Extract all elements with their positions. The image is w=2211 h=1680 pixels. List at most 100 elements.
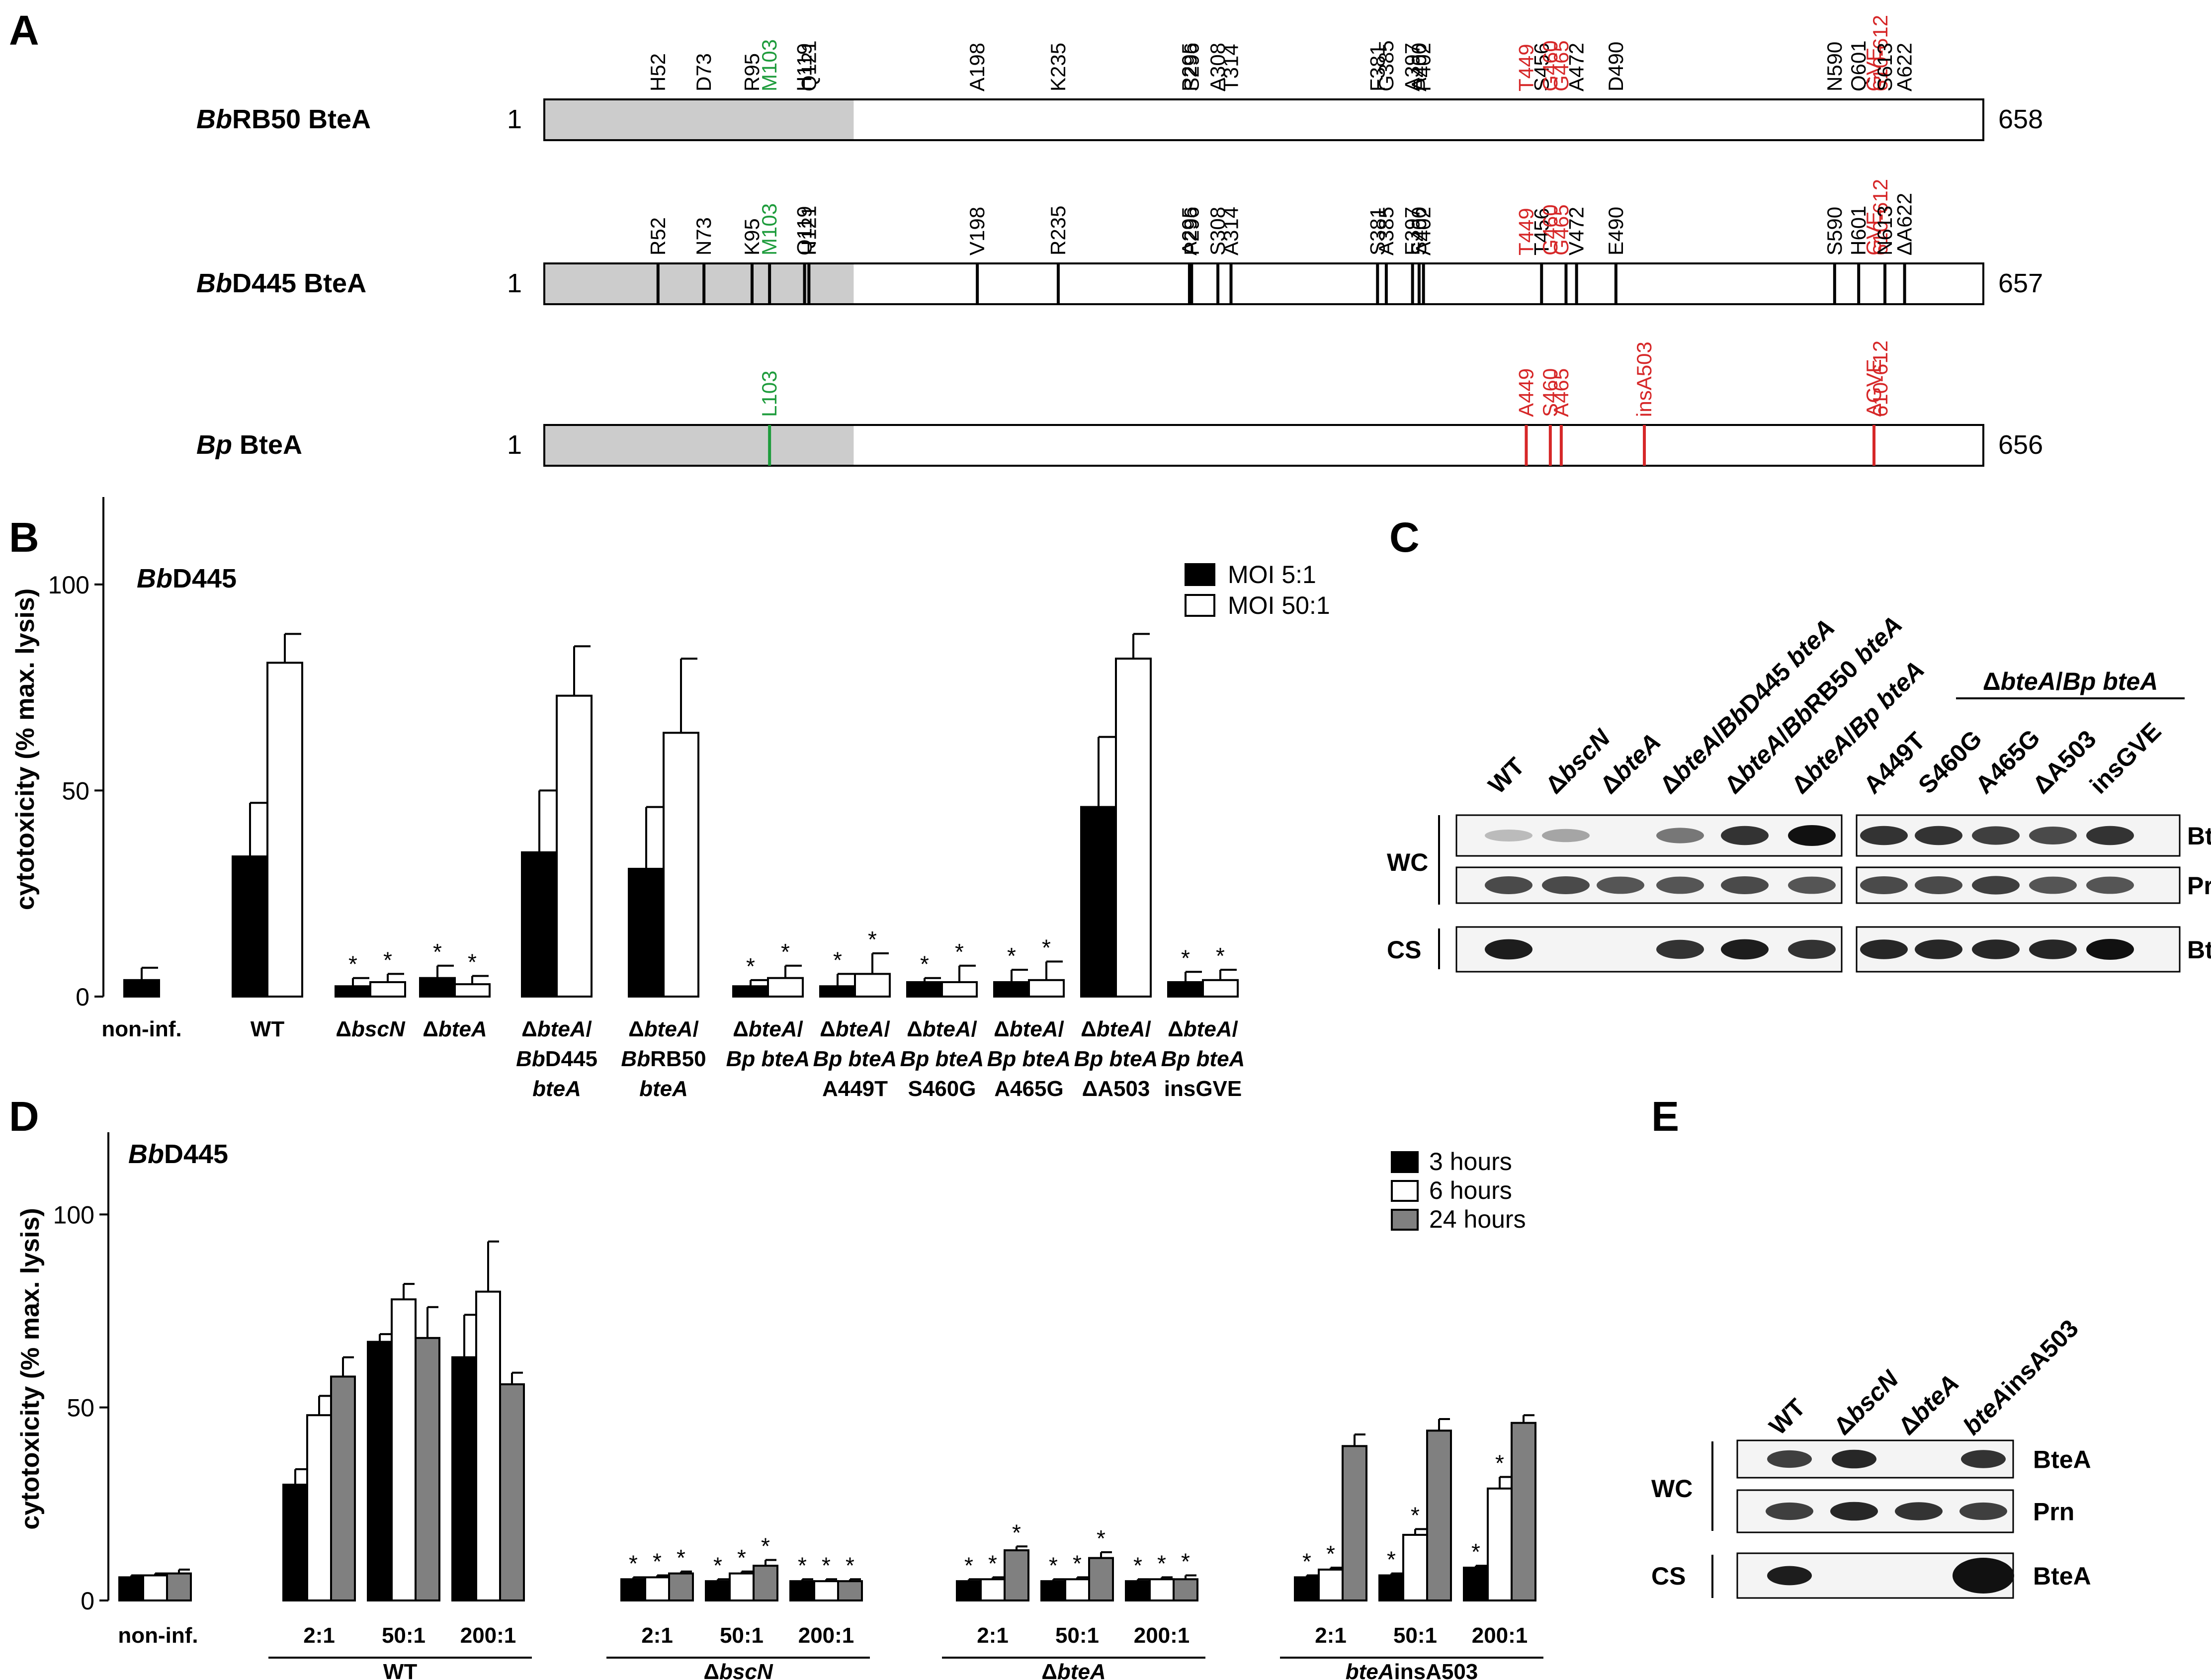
mutation-label: A400 [1407,43,1431,91]
blot-band [1788,825,1836,846]
x-category-label: insGVE [1164,1077,1242,1101]
mutation-label: G465 [1549,204,1573,255]
blot-band [1721,826,1769,845]
x-category-label: ΔbteA/ [820,1017,890,1041]
blot-band [1788,939,1836,959]
bar [556,694,593,998]
x-category-label: BbD445 [516,1047,597,1071]
blot-band [1915,939,1962,959]
bar [369,981,406,998]
moi-label: 2:1 [1315,1623,1347,1648]
moi-label: 200:1 [460,1623,516,1648]
panel-letter-b: B [9,514,39,561]
blot-band [1953,1558,2014,1594]
moi-label: 50:1 [1055,1623,1099,1648]
y-tick-label: 50 [62,777,89,805]
mutation-label: R52 [646,217,670,255]
legend-label: 24 hours [1429,1205,1526,1233]
lane-label: A465G [1970,724,2045,799]
bar [1173,1578,1198,1602]
protein-name: BbD445 BteA [196,268,366,298]
blot-band [1915,826,1962,845]
y-tick-label: 50 [67,1394,94,1422]
bar [668,1572,694,1601]
bar [1402,1533,1428,1601]
mutation-label: S456 [1530,43,1553,91]
mutation-label: A449 [1514,368,1537,417]
panel-letter-e: E [1651,1093,1679,1140]
blot-band [1788,876,1836,894]
significance-star: * [1097,1525,1106,1551]
mutation-label: G465 [1549,40,1573,91]
bar [475,1290,501,1602]
blot-row-label: BteA [2033,1562,2091,1590]
mutation-label: GVE [1862,47,1885,91]
protein-start: 1 [507,430,522,460]
bar [1318,1568,1344,1602]
significance-star: * [1181,1549,1190,1575]
bar [451,1356,477,1601]
blot-band [1972,826,2020,845]
x-category-label: Bp bteA [1161,1047,1245,1071]
x-category-label: ΔbteA/ [1168,1017,1238,1041]
bar [232,855,268,998]
significance-star: * [1049,1552,1058,1578]
moi-label: 50:1 [382,1623,425,1648]
y-tick-label: 0 [76,983,89,1011]
bar [1426,1429,1452,1601]
bar [980,1578,1006,1602]
blot-group-label: WC [1387,848,1428,876]
bar [906,981,943,998]
mutation-label: D490 [1604,42,1627,91]
bar [854,973,891,998]
protein-name: BbRB50 BteA [196,104,371,134]
blot-row-label: BteA [2033,1446,2091,1474]
lane-label: ΔbscN [1828,1365,1904,1440]
mutation-label: V472 [1565,207,1588,255]
protein-start: 1 [507,268,522,298]
bar [1511,1422,1536,1602]
mutation-label: G460 [1538,40,1562,91]
mutation-label: H52 [646,53,670,91]
x-category-label: ΔbteA/ [733,1017,803,1041]
blot-box [1455,814,1843,857]
bar [1088,1557,1114,1601]
blot-band [1597,876,1644,894]
mutation-label: A402 [1412,207,1435,255]
group-label: WT [383,1660,418,1680]
bar [753,1565,778,1602]
blot-band [1860,826,1908,845]
mutation-label: P295 [1178,43,1201,91]
group-label: ΔbscN [703,1660,773,1680]
mutation-label: A465 [1549,368,1573,417]
x-category-label: Bp bteA [1074,1047,1158,1071]
bar [1487,1487,1513,1601]
lane-label: WT [1764,1393,1811,1440]
mutation-label: ΔA622 [1893,193,1916,255]
blot-band [1656,939,1704,959]
lane-label: WT [1483,752,1530,799]
moi-label: 50:1 [720,1623,764,1648]
bar [118,1576,144,1601]
blot-band [1972,876,2020,895]
mutation-label: A295 [1178,207,1201,255]
mutation-label: S381 [1365,207,1389,255]
lane-label: insGVE [2084,717,2166,799]
bar [705,1580,731,1602]
bar [729,1572,755,1601]
bar [813,1580,839,1602]
x-category-label: WT [251,1017,285,1041]
significance-star: * [822,1552,831,1578]
blot-band [2086,939,2134,960]
blot-group-label: CS [1651,1562,1686,1590]
panel-letter-d: D [9,1093,39,1140]
bar [391,1298,417,1601]
mutation-label: A472 [1565,43,1588,91]
mutation-label: H121 [797,206,820,255]
blot-band [2029,939,2077,959]
significance-star: * [348,951,357,977]
significance-star: * [629,1550,638,1576]
y-tick-label: 100 [53,1201,94,1229]
